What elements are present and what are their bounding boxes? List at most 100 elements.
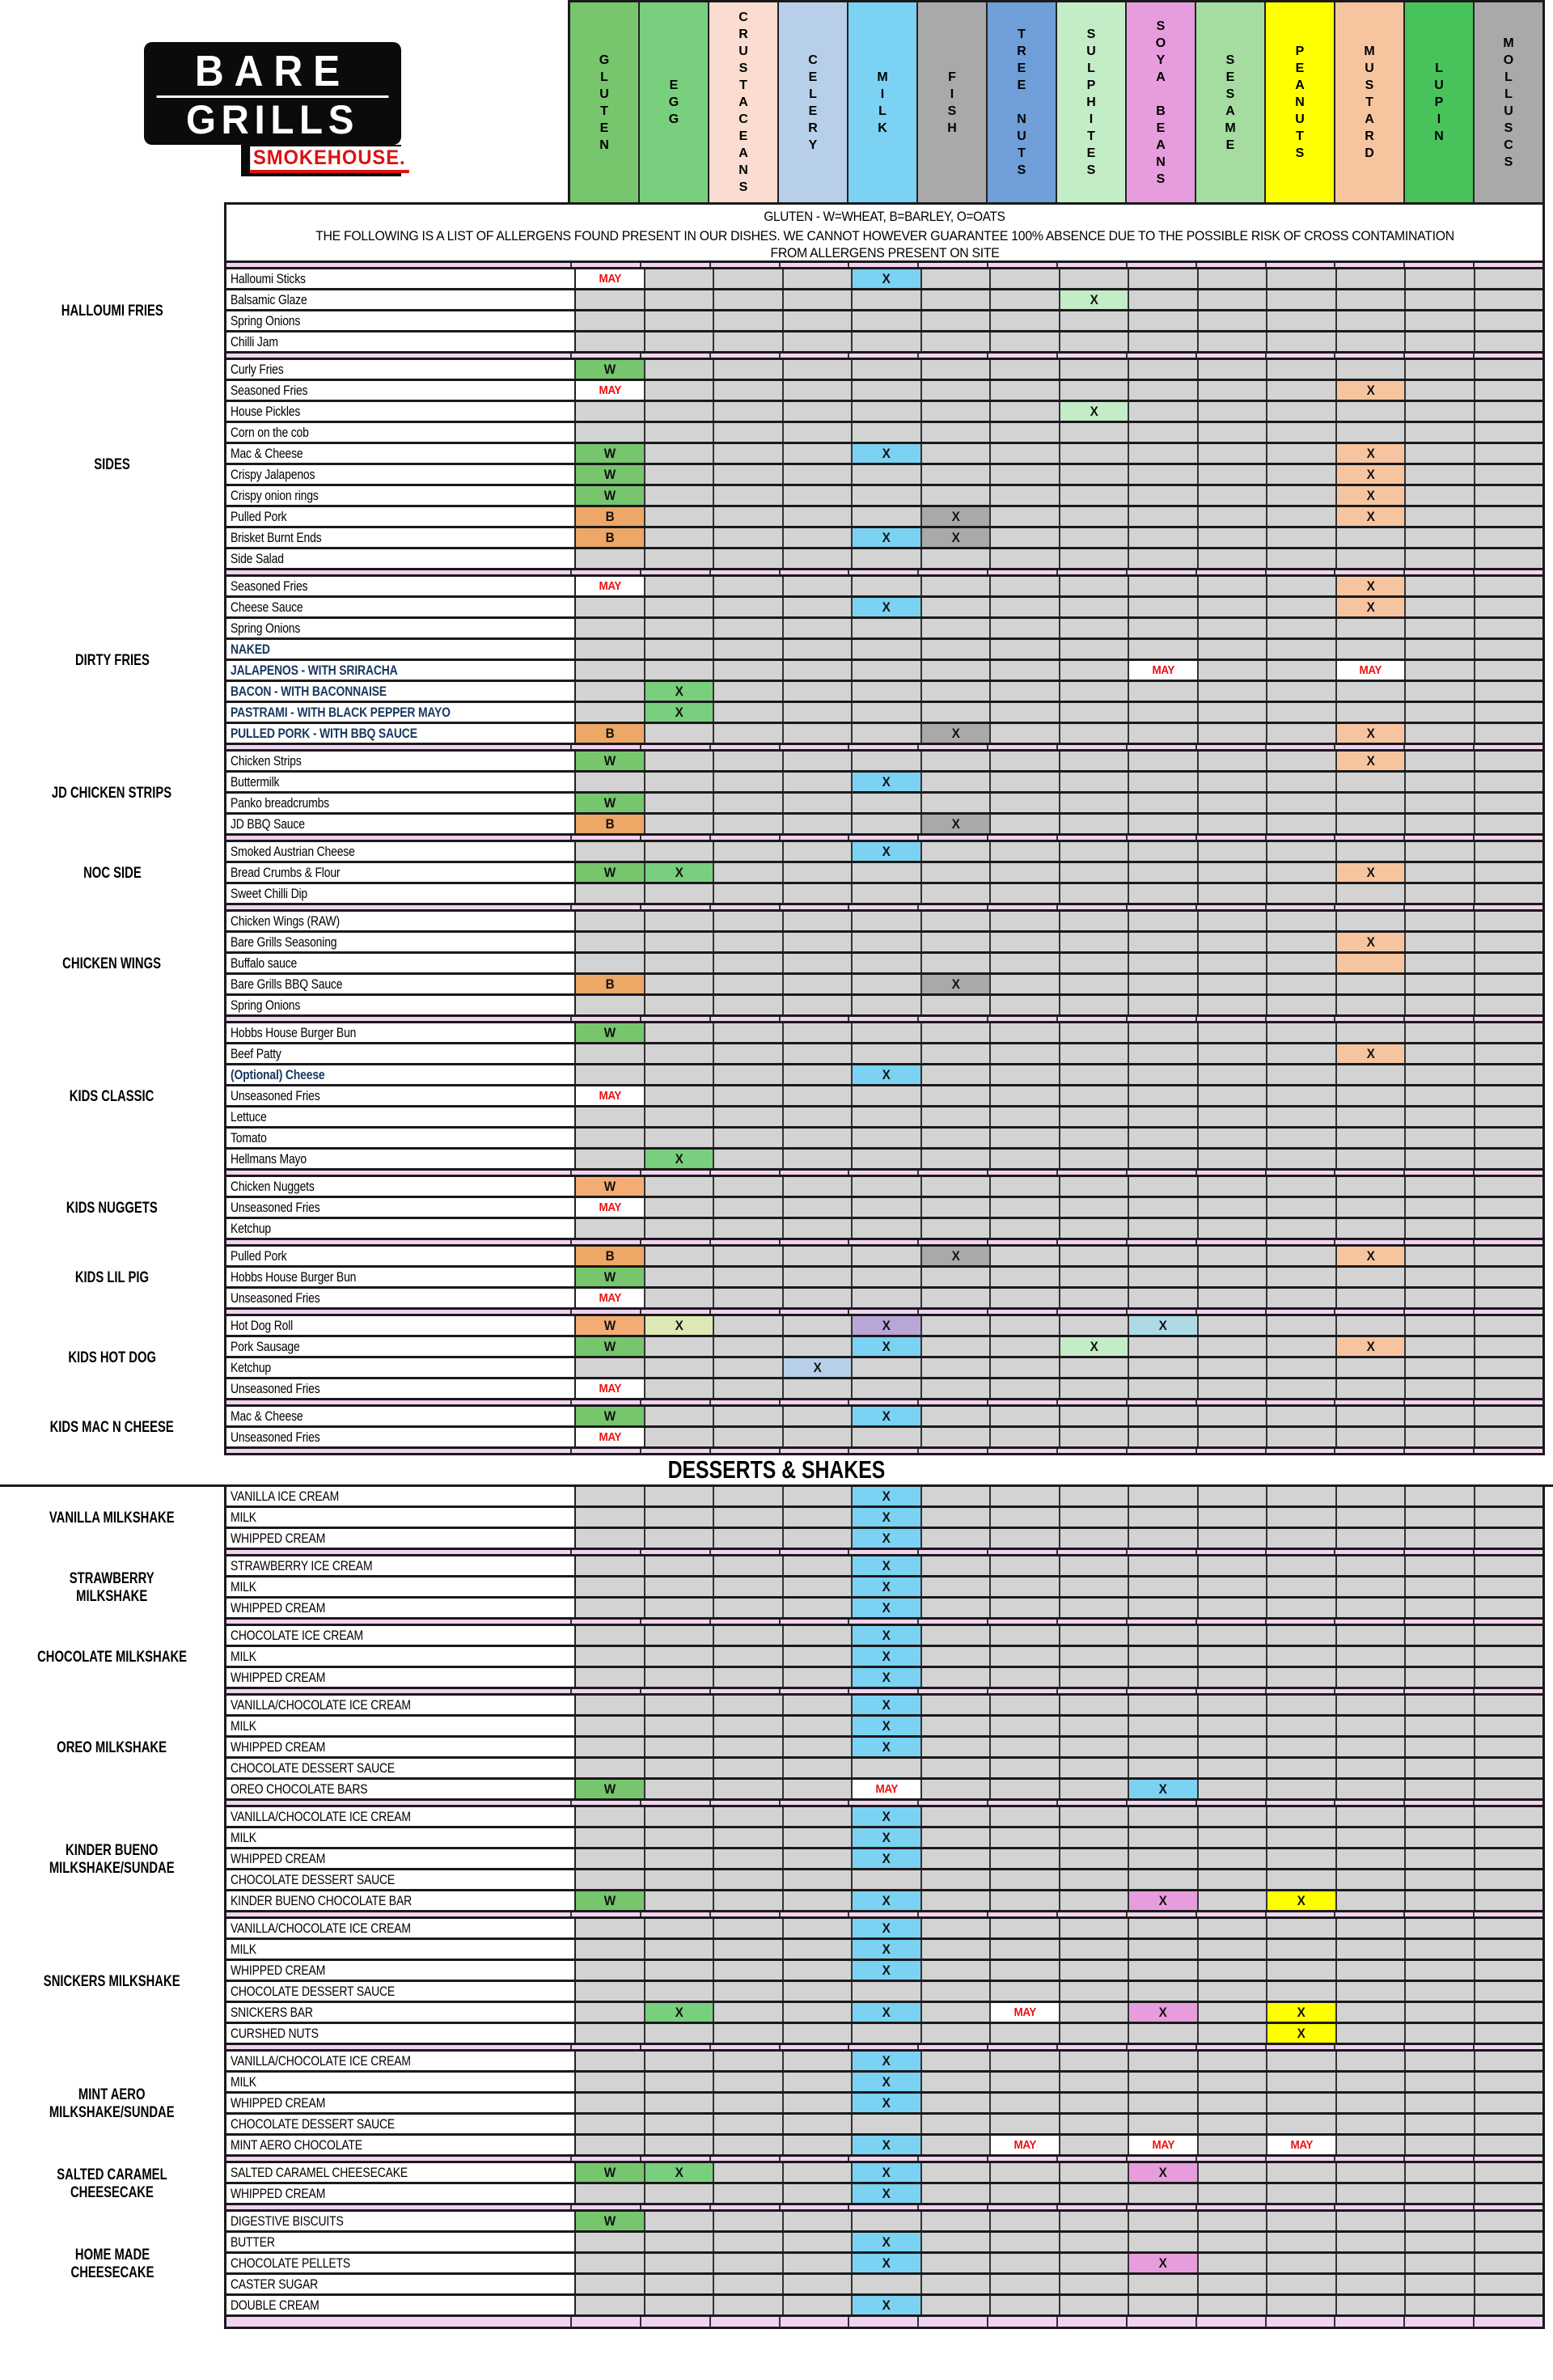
separator-cell (1405, 1449, 1475, 1453)
dish-name: CHOCOLATE DESSERT SAUCE (231, 1760, 396, 1776)
allergen-cell-sulphites (1060, 1849, 1129, 1868)
allergen-cell-soya_beans (1129, 1129, 1199, 1147)
allergen-cell-celery (783, 1599, 853, 1617)
allergen-cell-celery (783, 2296, 853, 2314)
allergen-cell-milk: X (853, 1961, 922, 1980)
allergen-cell-mustard (1336, 1668, 1406, 1687)
allergen-cell-milk: X (853, 1337, 922, 1356)
allergen-cell-crustaceans (714, 1738, 784, 1756)
allergen-cell-sesame (1198, 2233, 1267, 2251)
separator-cell (1475, 836, 1543, 840)
allergen-cell-milk (853, 381, 922, 400)
allergen-cell-molluscs (1475, 2212, 1542, 2230)
allergen-cell-molluscs (1475, 1129, 1542, 1147)
allergen-cell-egg (645, 444, 714, 463)
separator-cell (780, 2317, 850, 2327)
separator-cell (1058, 1017, 1128, 1021)
allergen-cell-gluten: MAY (576, 1379, 645, 1398)
dish-name-cell: House Pickles (226, 402, 576, 421)
allergen-cell-egg (645, 1828, 714, 1847)
mark-X: X (1366, 487, 1375, 503)
allergen-cell-celery (783, 1668, 853, 1687)
section-rows: SALTED CARAMEL CHEESECAKE W X X X WHIPPED CRE… (224, 2163, 1545, 2205)
separator-cell (1475, 1620, 1543, 1624)
allergen-cell-sulphites (1060, 2275, 1129, 2293)
allergen-cell-lupin (1406, 1668, 1475, 1687)
mark-X: X (1366, 599, 1375, 615)
mark-X: X (1366, 382, 1375, 398)
dish-name-cell: Balsamic Glaze (226, 290, 576, 309)
dish-name-cell: Crispy onion rings (226, 486, 576, 505)
allergen-cell-peanuts (1267, 1150, 1337, 1168)
mark-W: W (603, 1268, 616, 1285)
dish-name: MILK (231, 1941, 256, 1957)
allergen-cell-gluten (576, 1129, 645, 1147)
mark-X: X (882, 2052, 891, 2069)
dish-name: Hellmans Mayo (231, 1150, 307, 1167)
allergen-cell-molluscs (1475, 1599, 1542, 1617)
mark-X: X (882, 1627, 891, 1643)
allergen-cell-mustard (1336, 332, 1406, 351)
allergen-cell-sulphites (1060, 1780, 1129, 1798)
allergen-cell-peanuts (1267, 1086, 1337, 1105)
allergen-cell-soya_beans (1129, 1023, 1199, 1042)
allergen-cell-sesame (1198, 2275, 1267, 2293)
mark-X: X (675, 683, 683, 699)
allergen-cell-fish (921, 290, 991, 309)
allergen-cell-peanuts (1267, 549, 1337, 568)
allergen-cell-soya_beans (1129, 1044, 1199, 1063)
separator-cell (1196, 1550, 1267, 1554)
separator-cell (1335, 263, 1406, 267)
mark-X: X (882, 773, 891, 790)
dish-row: MILK X (226, 1508, 1542, 1529)
dish-name-cell: Chilli Jam (226, 332, 576, 351)
separator-cell (1405, 570, 1475, 574)
allergen-cell-sulphites (1060, 465, 1129, 484)
allergen-cell-sulphites (1060, 2003, 1129, 2022)
mark-X: X (1366, 445, 1375, 461)
allergen-cell-mustard (1336, 1919, 1406, 1937)
allergen-cells: W (576, 2212, 1542, 2230)
allergen-cell-sulphites (1060, 1599, 1129, 1617)
allergen-cell-tree_nuts (991, 2163, 1060, 2182)
allergen-cell-mustard (1336, 549, 1406, 568)
allergen-cell-crustaceans (714, 1268, 784, 1286)
allergen-cell-gluten: W (576, 794, 645, 812)
allergen-cell-sesame (1198, 682, 1267, 701)
menu-section: SALTED CARAMEL CHEESECAKE SALTED CARAMEL … (0, 2163, 1553, 2205)
allergen-cell-lupin (1406, 2052, 1475, 2070)
allergen-cells (576, 996, 1542, 1014)
allergen-cell-molluscs (1475, 1626, 1542, 1645)
allergen-cell-gluten: MAY (576, 577, 645, 595)
allergen-cell-egg (645, 2184, 714, 2203)
allergen-cell-lupin (1406, 1870, 1475, 1889)
allergen-cell-sesame (1198, 381, 1267, 400)
allergen-cells: W (576, 360, 1542, 379)
allergen-cell-peanuts (1267, 1940, 1337, 1959)
separator-cell (1335, 1550, 1406, 1554)
allergen-cell-sulphites (1060, 598, 1129, 616)
allergen-cell-lupin (1406, 1358, 1475, 1377)
category-label-text: JD CHICKEN STRIPS (52, 785, 172, 802)
allergen-cell-soya_beans (1129, 1268, 1199, 1286)
allergen-cell-gluten: B (576, 815, 645, 833)
allergen-cell-crustaceans (714, 1198, 784, 1217)
allergen-cells (576, 1107, 1542, 1126)
separator-cell (572, 1240, 641, 1244)
allergen-cell-fish: X (921, 1247, 991, 1265)
separator-cell (1058, 570, 1128, 574)
allergen-cell-soya_beans (1129, 682, 1199, 701)
separator-cell (849, 1689, 920, 1693)
allergen-cell-sulphites (1060, 2094, 1129, 2112)
allergen-cell-fish: X (921, 724, 991, 743)
allergen-cell-lupin (1406, 423, 1475, 442)
allergen-cell-milk (853, 1198, 922, 1217)
allergen-cell-milk: X (853, 1529, 922, 1548)
allergen-cell-soya_beans (1129, 2024, 1199, 2043)
dish-name-cell: Corn on the cob (226, 423, 576, 442)
dish-name-cell: SNICKERS BAR (226, 2003, 576, 2022)
separator-cell (988, 1912, 1059, 1916)
allergen-cell-soya_beans (1129, 1696, 1199, 1714)
dish-row: MILK X (226, 2073, 1542, 2094)
